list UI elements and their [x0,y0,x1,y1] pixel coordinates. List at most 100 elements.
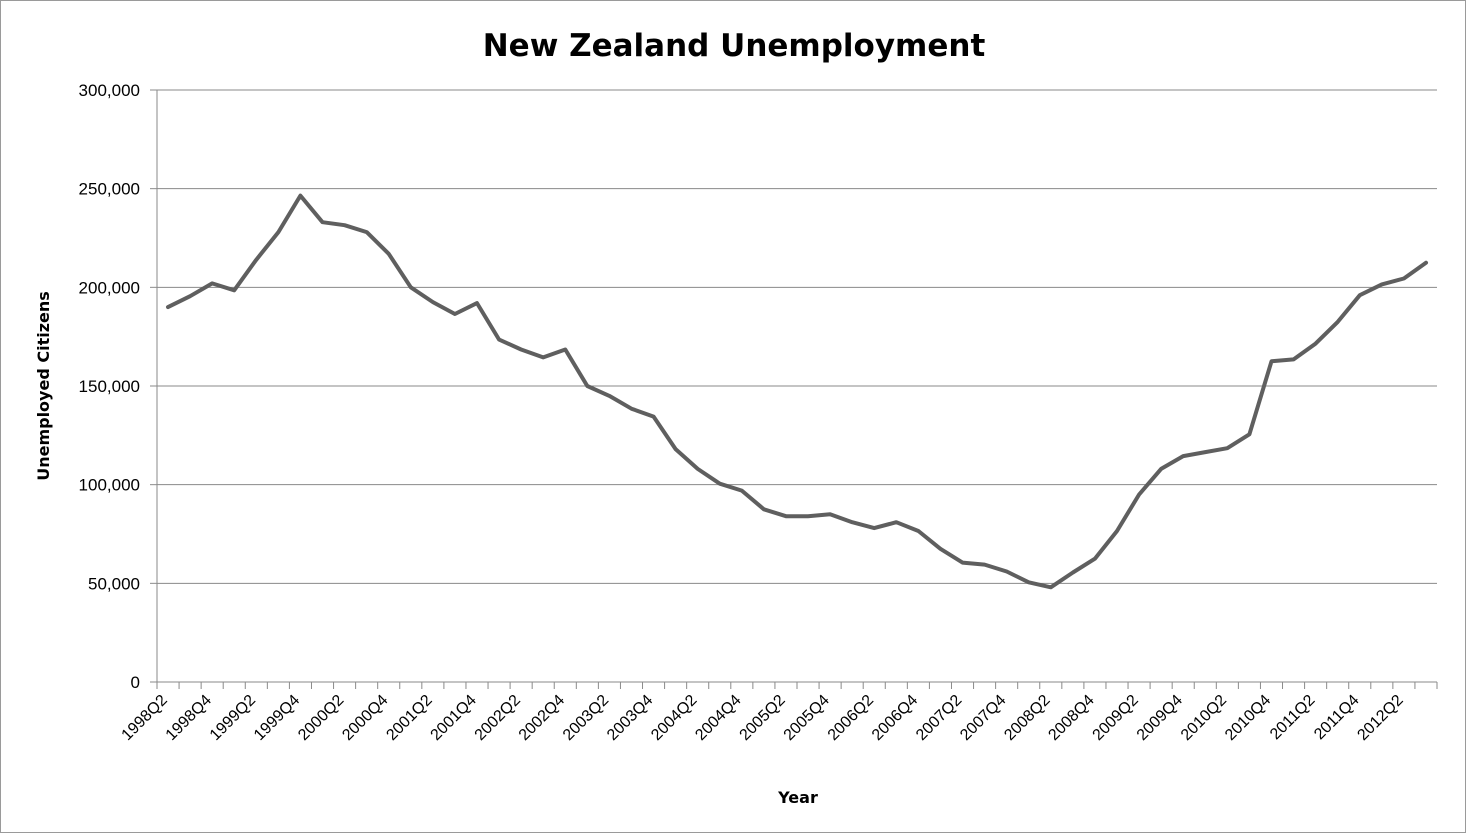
data-point [1027,581,1030,584]
data-point [299,194,302,197]
data-point [917,529,920,533]
data-point [939,547,942,550]
data-point [188,295,192,298]
series-line [166,193,1428,590]
data-point [828,513,832,516]
data-point [674,447,677,451]
x-axis-ticks: 1998Q21998Q41999Q21999Q42000Q22000Q42001… [119,682,1438,744]
data-point [608,394,611,398]
x-tick-label: 2009Q2 [1090,692,1142,744]
data-point [740,489,743,492]
x-tick-label: 2010Q2 [1178,692,1230,744]
data-point [1159,467,1163,471]
y-tick-label: 250,000 [79,180,140,199]
x-tick-label: 2006Q2 [825,692,877,744]
x-tick-label: 2008Q2 [1001,692,1053,744]
x-tick-label: 2006Q4 [869,692,921,744]
x-tick-label: 1999Q4 [251,692,303,744]
data-point [1314,342,1317,345]
data-point [873,526,876,530]
data-point [233,289,236,292]
x-tick-label: 2003Q4 [604,692,656,744]
data-point [1182,454,1185,458]
x-tick-label: 2003Q2 [560,692,612,744]
x-tick-label: 2001Q4 [428,692,480,744]
data-point [1137,493,1141,496]
data-point [321,221,324,224]
x-tick-label: 2004Q4 [692,692,744,744]
data-point [255,258,258,261]
x-tick-label: 2008Q4 [1045,692,1097,744]
data-point [718,482,721,485]
data-point [762,508,766,511]
x-tick-label: 2011Q2 [1267,692,1319,744]
data-point [806,515,810,518]
data-point [1248,433,1251,436]
x-tick-label: 2000Q2 [295,692,347,744]
y-tick-label: 50,000 [88,574,140,593]
data-point [1358,294,1362,297]
data-point [1093,557,1097,560]
data-point [1292,358,1295,361]
data-point [497,338,501,341]
y-axis-ticks: 0 50,000 100,000 150,000 200,000 250,000 300,0… [79,81,157,692]
data-point [1336,320,1339,324]
gridlines [157,89,1437,584]
data-point [630,407,633,410]
x-tick-label: 1998Q2 [119,692,171,744]
x-tick-label: 1999Q2 [207,692,259,744]
data-point [166,305,170,309]
data-point [696,467,699,471]
data-point [784,515,788,518]
data-point [1270,360,1273,363]
data-point [586,384,589,388]
data-point [961,561,964,564]
data-point [409,286,412,289]
data-point [1380,283,1384,286]
x-tick-label: 2007Q4 [957,692,1009,744]
y-tick-label: 100,000 [79,476,140,495]
x-axis-title: Year [777,788,818,807]
x-tick-label: 2007Q2 [913,692,965,744]
data-point [1071,571,1075,574]
y-tick-label: 0 [131,673,140,692]
series-group [166,193,1428,590]
data-point [1005,570,1008,573]
data-point [365,230,368,234]
data-point [1402,277,1406,280]
x-tick-label: 2002Q2 [472,692,524,744]
x-tick-label: 2001Q2 [383,692,435,744]
x-tick-label: 1998Q4 [163,692,215,744]
data-point [983,563,986,566]
data-point [431,300,435,304]
data-point [277,230,280,234]
y-tick-label: 150,000 [79,377,140,396]
data-point [343,224,346,227]
data-point [895,521,898,524]
x-tick-label: 2010Q4 [1222,692,1274,744]
x-tick-label: 2004Q2 [648,692,700,744]
data-point [211,282,214,285]
data-point [1115,529,1119,533]
data-point [453,312,457,316]
data-point [519,348,523,351]
x-tick-label: 2005Q4 [781,692,833,744]
data-point [1424,261,1428,264]
data-point [851,521,854,524]
data-point [652,415,655,418]
x-tick-label: 2002Q4 [516,692,568,744]
data-point [564,348,567,351]
y-tick-label: 300,000 [79,81,140,100]
x-tick-label: 2000Q4 [339,692,391,744]
data-point [542,356,545,359]
y-tick-label: 200,000 [79,278,140,297]
chart-title: New Zealand Unemployment [483,28,986,64]
data-point [475,301,479,305]
x-tick-label: 2005Q2 [737,692,789,744]
x-tick-label: 2012Q2 [1354,692,1406,744]
data-point [1204,450,1207,454]
x-tick-label: 2009Q4 [1134,692,1186,744]
y-axis-title: Unemployed Citizens [34,291,53,481]
